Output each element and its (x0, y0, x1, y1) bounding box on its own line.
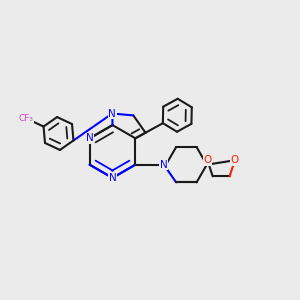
Text: N: N (109, 173, 116, 183)
Text: N: N (160, 160, 168, 170)
Text: O: O (203, 155, 211, 165)
Text: N: N (86, 133, 94, 143)
Text: N: N (108, 109, 116, 118)
Text: CF₃: CF₃ (18, 114, 33, 123)
Text: O: O (231, 155, 239, 165)
